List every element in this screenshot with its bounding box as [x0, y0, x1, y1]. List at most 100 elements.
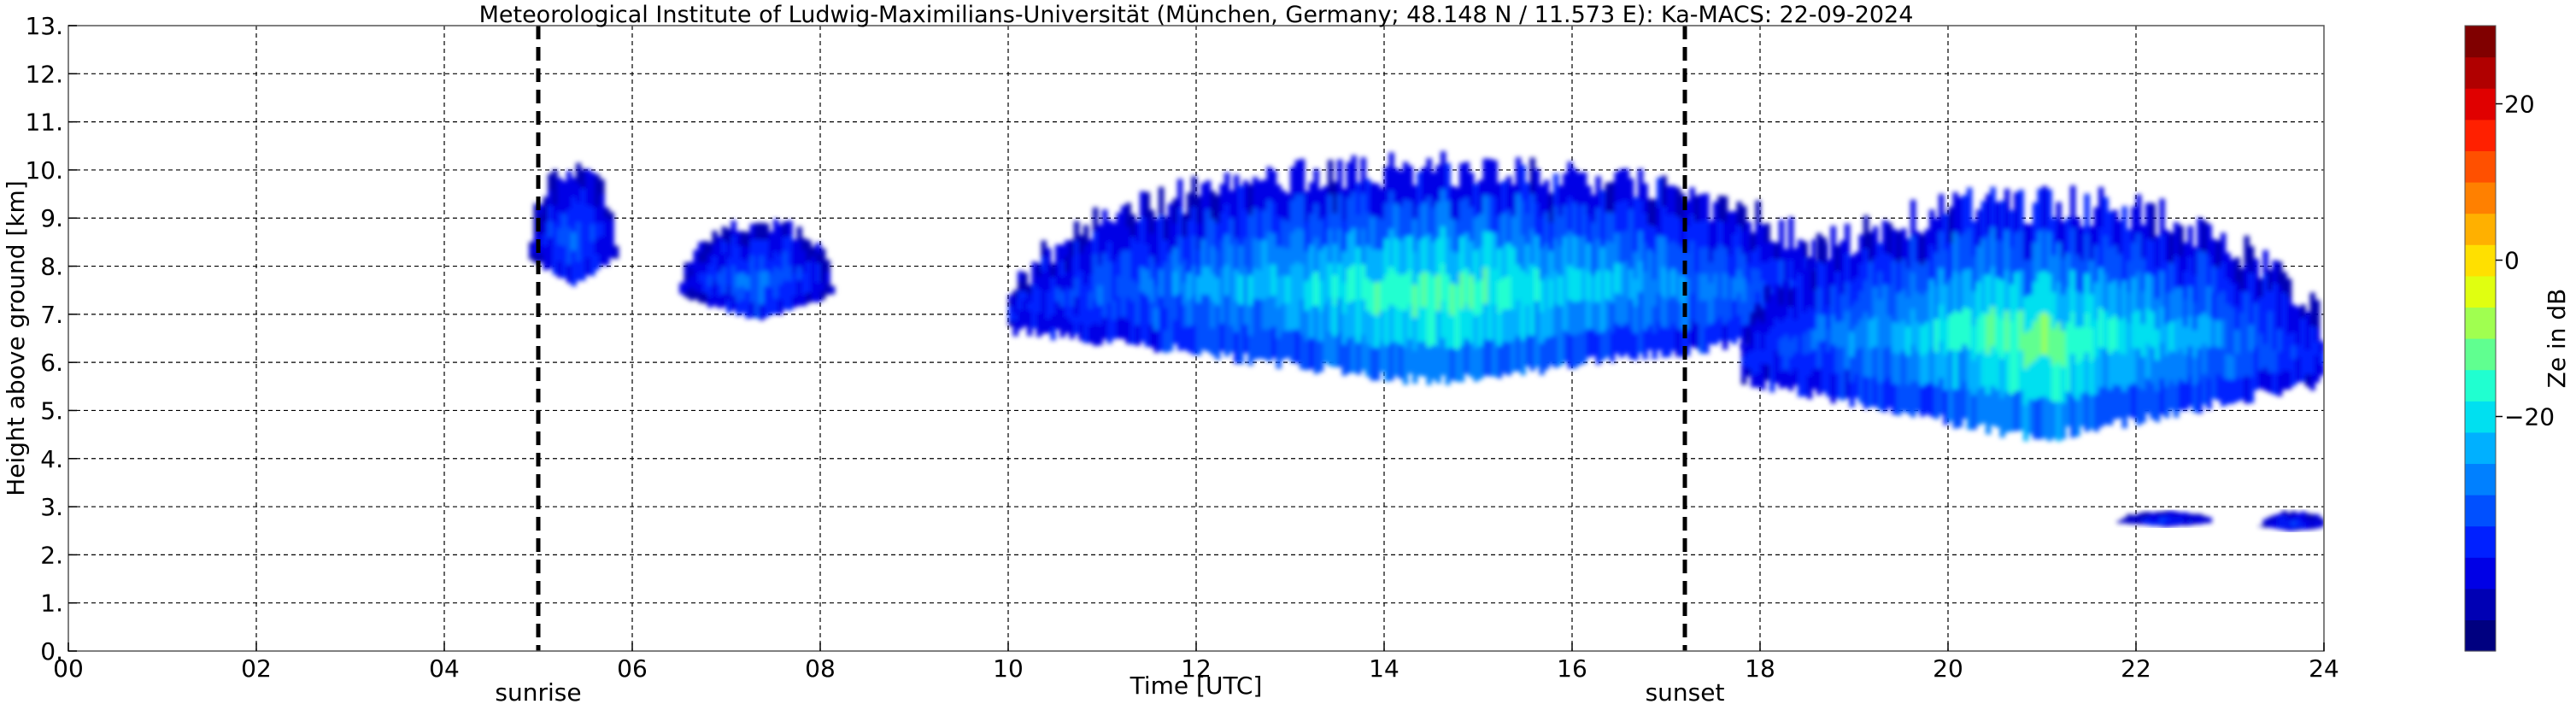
- echo-cell: [1102, 316, 1108, 339]
- echo-cell: [1370, 347, 1376, 381]
- echo-cell: [2178, 522, 2184, 525]
- echo-cell: [2174, 518, 2180, 522]
- echo-cell: [1779, 220, 1785, 241]
- echo-cell: [1605, 211, 1611, 242]
- echo-cell: [1153, 218, 1159, 242]
- echo-cell: [1638, 321, 1644, 354]
- echo-cell: [1980, 311, 1986, 350]
- echo-cell: [2150, 514, 2156, 518]
- echo-cell: [1027, 326, 1033, 337]
- echo-cell: [1685, 329, 1691, 356]
- echo-cell: [1394, 306, 1399, 342]
- echo-cell: [698, 291, 704, 303]
- echo-cell: [2089, 293, 2095, 328]
- echo-cell: [1281, 331, 1287, 360]
- chart-title: Meteorological Institute of Ludwig-Maxim…: [479, 2, 1914, 28]
- echo-cell: [1845, 310, 1851, 341]
- echo-cell: [529, 256, 535, 261]
- echo-cell: [1200, 238, 1206, 267]
- echo-cell: [1892, 229, 1898, 261]
- echo-cell: [1548, 279, 1554, 308]
- echo-cell: [2150, 310, 2156, 348]
- echo-cell: [561, 245, 567, 262]
- echo-cell: [740, 231, 746, 246]
- echo-cell: [2206, 520, 2212, 523]
- echo-cell: [1323, 185, 1329, 216]
- echo-cell: [1341, 281, 1347, 314]
- echo-cell: [1901, 349, 1907, 382]
- echo-cell: [2009, 209, 2015, 248]
- echo-cell: [1294, 328, 1300, 364]
- echo-cell: [1774, 301, 1780, 319]
- echo-cell: [2206, 519, 2212, 522]
- echo-cell: [2046, 231, 2052, 274]
- echo-cell: [1769, 241, 1775, 259]
- echo-cell: [1939, 231, 1945, 268]
- echo-cell: [595, 253, 601, 271]
- echo-cell: [1576, 173, 1582, 206]
- echo-cell: [1732, 211, 1738, 234]
- echo-cell: [1497, 248, 1503, 281]
- echo-cell: [2061, 257, 2067, 295]
- echo-cell: [1811, 329, 1817, 350]
- echo-cell: [1125, 202, 1131, 227]
- echo-cell: [1849, 381, 1855, 408]
- echo-cell: [824, 288, 830, 295]
- echo-cell: [1012, 305, 1018, 314]
- echo-cell: [2286, 527, 2292, 531]
- echo-cell: [1717, 267, 1723, 293]
- echo-cell: [1012, 313, 1018, 321]
- echo-cell: [1313, 237, 1319, 272]
- echo-cell: [2155, 390, 2161, 422]
- echo-cell: [1699, 220, 1705, 248]
- echo-cell: [2127, 519, 2133, 523]
- echo-cell: [1121, 205, 1127, 229]
- echo-cell: [1337, 159, 1343, 195]
- echo-cell: [2309, 519, 2315, 522]
- echo-cell: [1563, 330, 1569, 362]
- echo-cell: [1379, 249, 1385, 281]
- echo-cell: [1830, 314, 1836, 345]
- echo-cell: [1511, 308, 1517, 341]
- echo-cell: [1746, 242, 1752, 264]
- echo-cell: [1816, 260, 1822, 288]
- echo-cell: [1694, 322, 1700, 349]
- echo-cell: [2108, 353, 2114, 390]
- echo-cell: [1558, 185, 1564, 216]
- echo-cell: [2230, 355, 2236, 380]
- echo-cell: [2178, 255, 2184, 288]
- y-tick-label: 13.: [25, 12, 63, 40]
- echo-cell: [2131, 347, 2137, 384]
- echo-cell: [1172, 295, 1178, 320]
- echo-cell: [1370, 281, 1376, 315]
- echo-cell: [1464, 337, 1470, 374]
- echo-cell: [1661, 326, 1667, 358]
- echo-cell: [1046, 276, 1052, 291]
- echo-cell: [1050, 289, 1056, 302]
- echo-cell: [2004, 310, 2010, 352]
- echo-cell: [538, 243, 544, 254]
- echo-cell: [608, 234, 614, 243]
- echo-cell: [2215, 320, 2221, 348]
- echo-cell: [1516, 192, 1522, 230]
- echo-cell: [1882, 284, 1888, 317]
- echo-cell: [824, 265, 830, 273]
- echo-cell: [1863, 311, 1869, 345]
- echo-cell: [1473, 216, 1479, 250]
- echo-cell: [1736, 224, 1742, 248]
- echo-cell: [2145, 202, 2151, 239]
- echo-cell: [1713, 249, 1719, 274]
- echo-cell: [1008, 294, 1014, 301]
- echo-cell: [1858, 346, 1864, 376]
- echo-cell: [1469, 206, 1475, 242]
- echo-cell: [571, 267, 577, 287]
- echo-cell: [2168, 520, 2174, 525]
- x-tick-label: 18: [1745, 654, 1775, 683]
- echo-cell: [1140, 241, 1146, 267]
- echo-cell: [1661, 175, 1667, 207]
- echo-cell: [2183, 243, 2189, 272]
- echo-cell: [1576, 268, 1582, 302]
- echo-cell: [679, 286, 685, 290]
- echo-cell: [1219, 184, 1225, 213]
- echo-cell: [2168, 350, 2174, 381]
